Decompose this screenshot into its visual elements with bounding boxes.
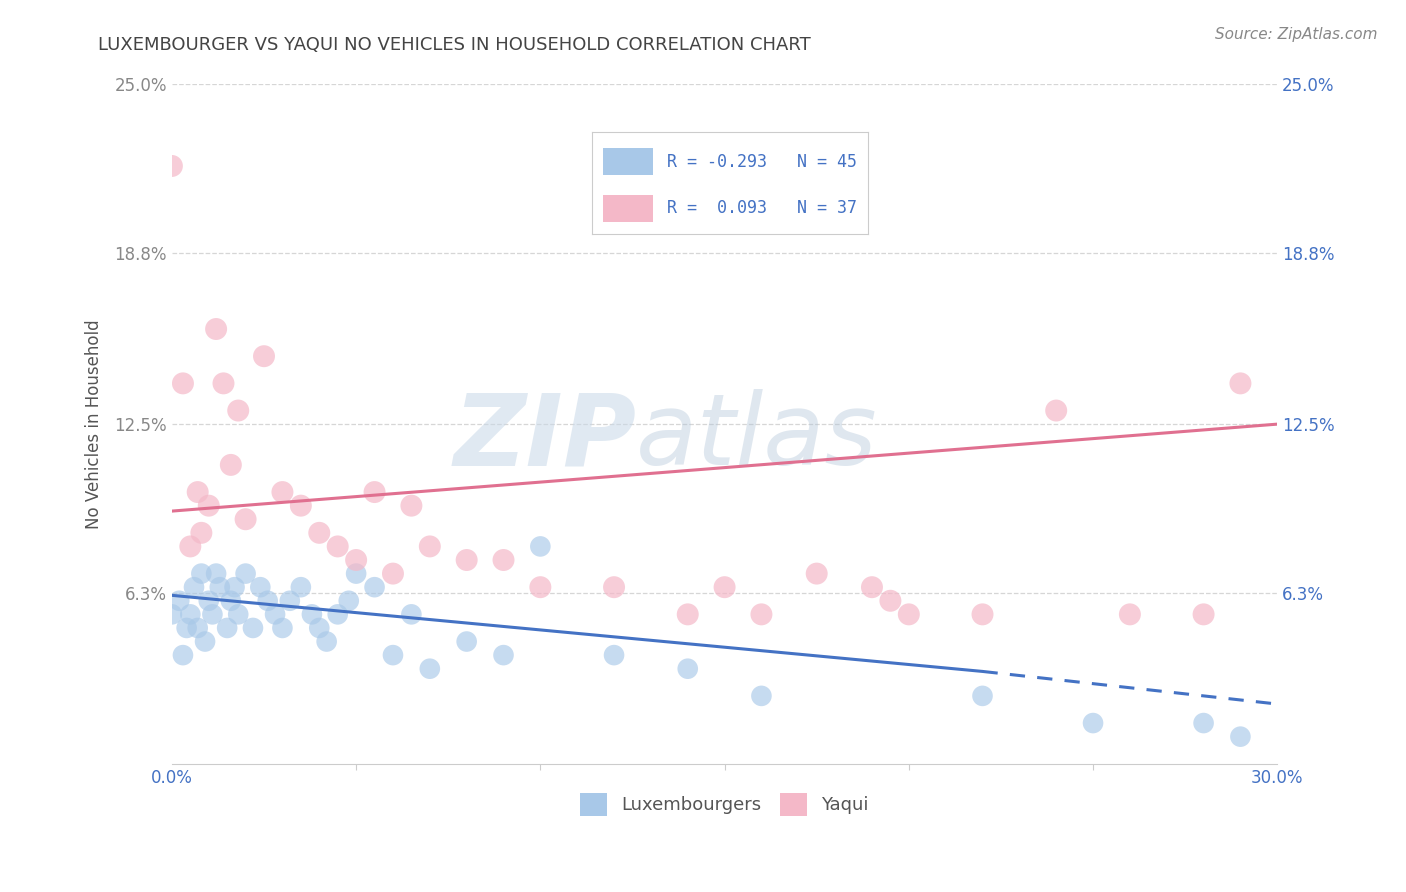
Point — [217, 621, 239, 635]
Point — [205, 566, 228, 581]
Point — [381, 648, 404, 662]
Point — [160, 159, 183, 173]
Point — [201, 607, 224, 622]
Point — [326, 540, 349, 554]
Point — [226, 403, 249, 417]
Point — [301, 607, 323, 622]
Point — [401, 499, 423, 513]
Point — [197, 594, 219, 608]
Point — [308, 525, 330, 540]
Point — [190, 566, 212, 581]
Point — [183, 580, 205, 594]
Point — [363, 485, 385, 500]
Point — [751, 607, 773, 622]
Point — [879, 594, 901, 608]
Point — [344, 553, 367, 567]
Text: ZIP: ZIP — [453, 389, 636, 486]
Point — [529, 580, 551, 594]
Point — [1119, 607, 1142, 622]
Point — [1045, 403, 1067, 417]
Point — [419, 662, 441, 676]
Point — [315, 634, 337, 648]
Point — [253, 349, 276, 363]
Point — [179, 540, 201, 554]
Text: Source: ZipAtlas.com: Source: ZipAtlas.com — [1215, 27, 1378, 42]
Point — [972, 689, 994, 703]
Point — [219, 458, 242, 472]
Point — [401, 607, 423, 622]
Point — [676, 662, 699, 676]
Point — [806, 566, 828, 581]
Point — [492, 648, 515, 662]
Point — [226, 607, 249, 622]
Point — [190, 525, 212, 540]
Point — [172, 376, 194, 391]
Point — [363, 580, 385, 594]
Point — [290, 499, 312, 513]
Point — [419, 540, 441, 554]
Point — [172, 648, 194, 662]
Point — [242, 621, 264, 635]
Point — [278, 594, 301, 608]
Point — [456, 634, 478, 648]
Point — [224, 580, 246, 594]
Point — [187, 485, 209, 500]
Point — [603, 580, 626, 594]
Point — [603, 648, 626, 662]
Point — [337, 594, 360, 608]
Point — [176, 621, 198, 635]
Point — [179, 607, 201, 622]
Point — [1192, 607, 1215, 622]
Point — [751, 689, 773, 703]
Point — [205, 322, 228, 336]
Point — [264, 607, 287, 622]
Point — [160, 607, 183, 622]
Text: atlas: atlas — [636, 389, 877, 486]
Point — [235, 566, 257, 581]
Point — [169, 594, 191, 608]
Point — [381, 566, 404, 581]
Point — [1229, 730, 1251, 744]
Point — [1192, 716, 1215, 731]
Legend: Luxembourgers, Yaqui: Luxembourgers, Yaqui — [574, 786, 876, 822]
Point — [208, 580, 231, 594]
Point — [713, 580, 735, 594]
Point — [344, 566, 367, 581]
Point — [219, 594, 242, 608]
Point — [212, 376, 235, 391]
Point — [271, 621, 294, 635]
Point — [676, 607, 699, 622]
Point — [1081, 716, 1104, 731]
Point — [860, 580, 883, 594]
Point — [187, 621, 209, 635]
Point — [972, 607, 994, 622]
Point — [456, 553, 478, 567]
Point — [897, 607, 920, 622]
Point — [271, 485, 294, 500]
Text: LUXEMBOURGER VS YAQUI NO VEHICLES IN HOUSEHOLD CORRELATION CHART: LUXEMBOURGER VS YAQUI NO VEHICLES IN HOU… — [98, 36, 811, 54]
Point — [249, 580, 271, 594]
Point — [492, 553, 515, 567]
Point — [1229, 376, 1251, 391]
Point — [308, 621, 330, 635]
Y-axis label: No Vehicles in Household: No Vehicles in Household — [86, 319, 103, 529]
Point — [256, 594, 278, 608]
Point — [197, 499, 219, 513]
Point — [290, 580, 312, 594]
Point — [194, 634, 217, 648]
Point — [529, 540, 551, 554]
Point — [326, 607, 349, 622]
Point — [235, 512, 257, 526]
